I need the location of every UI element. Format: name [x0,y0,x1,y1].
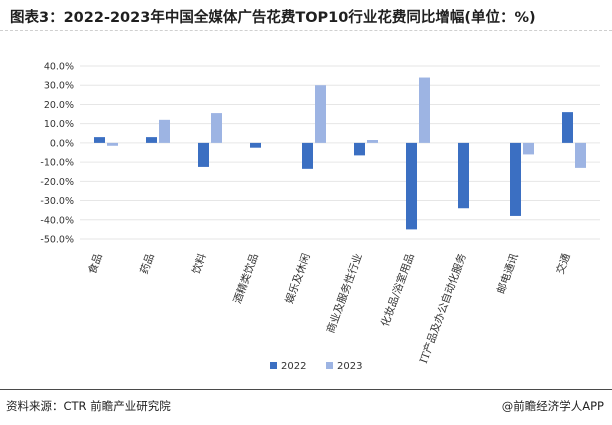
bar-2022 [562,112,573,143]
bar-2022 [354,142,365,156]
y-tick-label: 0.0% [50,138,74,149]
y-tick-label: 20.0% [44,100,74,111]
bar-2023 [211,113,222,143]
bar-2023 [367,140,378,143]
bar-2023 [575,142,586,168]
y-tick-label: -30.0% [40,196,74,207]
source-note: 资料来源：CTR 前瞻产业研究院 [6,399,171,413]
legend-swatch-2022 [270,362,277,369]
x-tick-label: 酒精类饮品 [231,252,261,306]
bar-2022 [406,142,417,230]
bar-2022 [510,142,521,216]
y-tick-label: -20.0% [40,177,74,188]
bar-2022 [458,142,469,209]
y-tick-label: 10.0% [44,119,74,130]
bar-2022 [302,142,313,169]
y-tick-label: -50.0% [40,235,74,246]
bar-2022 [198,142,209,167]
x-tick-label: 食品 [85,252,104,276]
x-tick-label: 交通 [553,251,573,276]
bar-2023 [419,77,430,143]
bar-chart: 40.0% 30.0% 20.0% 10.0% 0.0% -10.0% -20.0% -30.… [40,62,600,372]
bar-2023 [523,142,534,155]
x-tick-label: 化妆品/浴室用品 [378,252,417,329]
bar-2022 [94,137,105,143]
bar-2022 [146,137,157,143]
bar-2023 [315,85,326,143]
footer-divider [0,389,612,390]
y-tick-label: 40.0% [44,62,74,73]
legend-swatch-2023 [326,362,333,369]
legend-label: 2023 [337,361,362,372]
x-tick-label: IT产品及办公自动化服务 [417,251,469,365]
y-tick-label: -10.0% [40,158,74,169]
bar-2023 [159,119,170,143]
x-tick-label: 商业及服务性行业 [324,252,365,335]
y-tick-label: -40.0% [40,215,74,226]
y-tick-label: 30.0% [44,81,74,92]
bar-2023 [107,142,118,146]
x-tick-label: 药品 [138,252,156,276]
bar-2022 [250,142,261,148]
x-tick-label: 娱乐及休闲 [283,252,313,306]
brand-credit: @前瞻经济学人APP [501,399,604,413]
chart-title: 图表3：2022-2023年中国全媒体广告花费TOP10行业花费同比增幅(单位：… [10,10,536,26]
title-divider [0,30,612,31]
legend-label: 2022 [281,361,306,372]
x-tick-label: 饮料 [189,251,209,276]
x-tick-label: 邮电通讯 [494,251,521,295]
